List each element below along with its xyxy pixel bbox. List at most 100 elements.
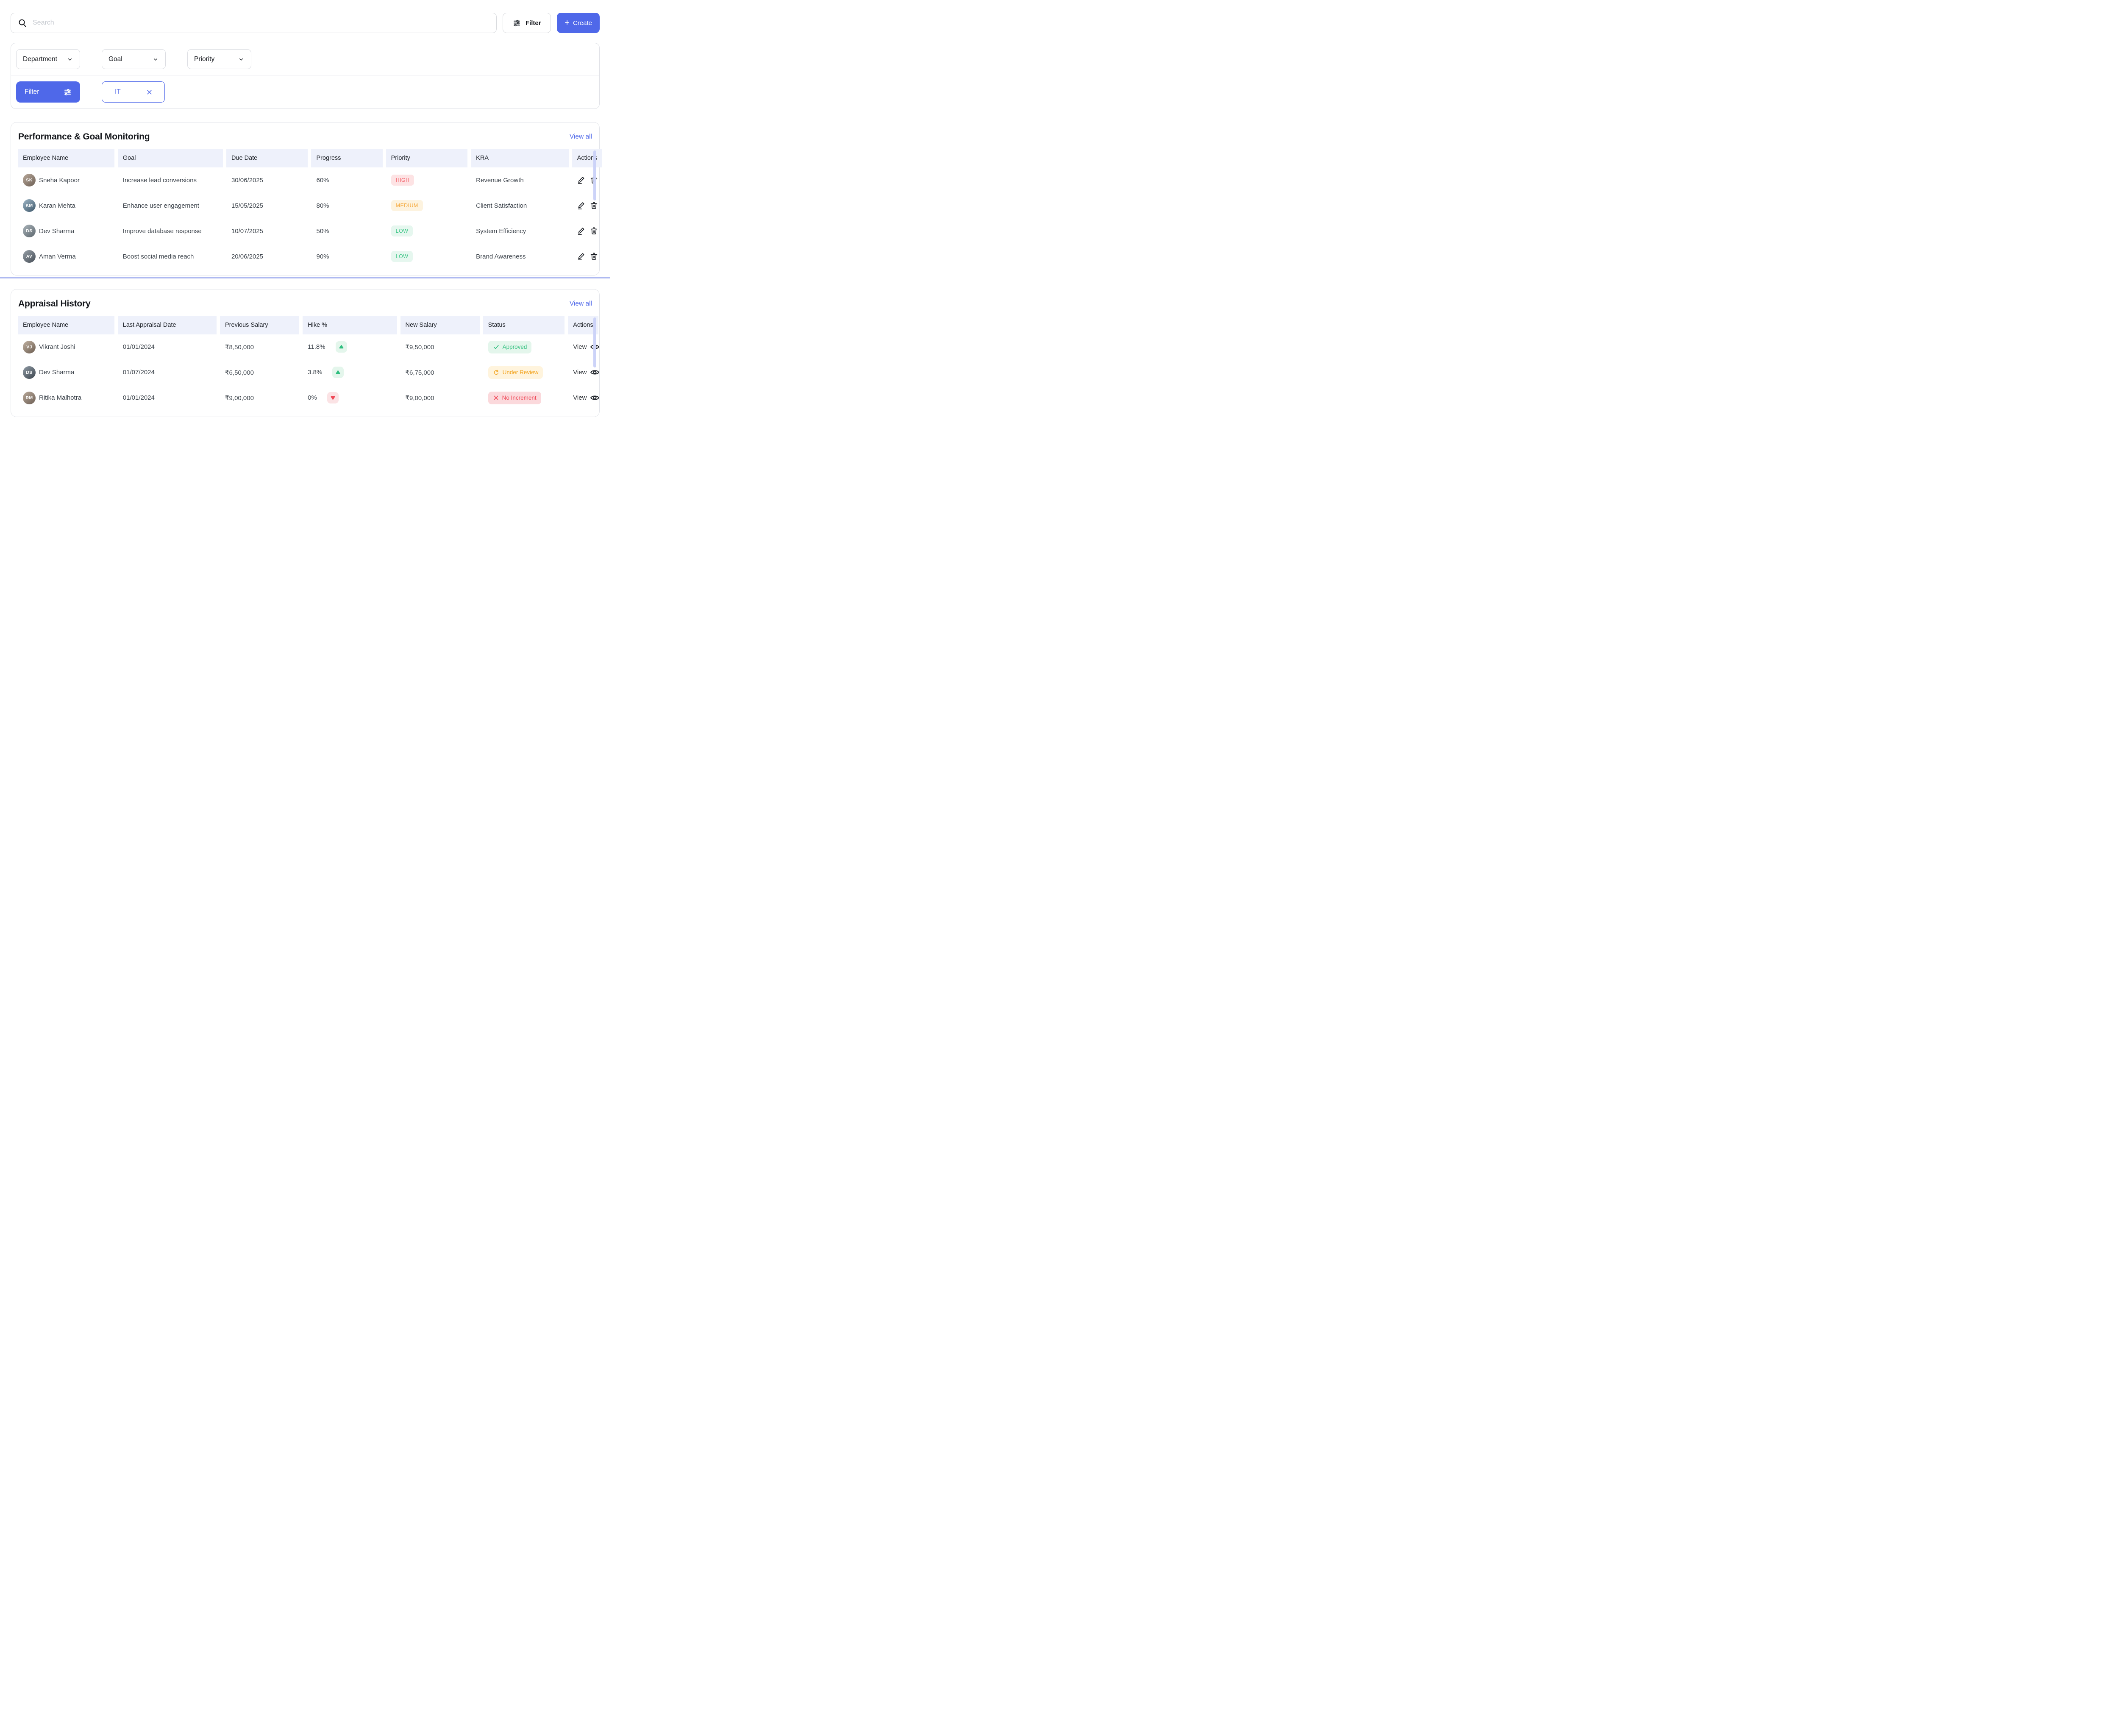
table-row: DS Dev Sharma 01/07/2024 ₹6,50,000 3.8% ₹6,75… (18, 360, 600, 385)
filter-dropdown-goal[interactable]: Goal (102, 49, 166, 69)
progress-value: 60% (316, 176, 329, 184)
view-all-link[interactable]: View all (569, 133, 592, 140)
column-header: Last Appraisal Date (117, 315, 217, 334)
apply-filter-button[interactable]: Filter (16, 81, 80, 103)
employee-name: Sneha Kapoor (39, 176, 80, 184)
trend-down-icon (330, 395, 336, 401)
column-header: Previous Salary (220, 315, 300, 334)
create-button-label: Create (573, 19, 592, 27)
appraisal-date: 01/01/2024 (122, 343, 155, 351)
previous-salary-cell: ₹6,50,000 (220, 369, 299, 376)
table-row: SK Sneha Kapoor Increase lead conversions 3… (18, 167, 597, 193)
priority-cell: HIGH (386, 175, 468, 186)
view-link[interactable]: View (573, 343, 587, 351)
table-row: RM Ritika Malhotra 01/01/2024 ₹9,00,000 0% ₹9… (18, 385, 600, 411)
due-date: 10/07/2025 (231, 227, 264, 235)
page-title: Performance & Goal Monitoring (18, 132, 150, 142)
previous-salary-cell: ₹9,00,000 (220, 394, 299, 402)
due-date-cell: 20/06/2025 (226, 253, 308, 260)
progress-cell: 60% (311, 177, 382, 184)
create-button[interactable]: + Create (557, 13, 600, 33)
employee-cell: DS Dev Sharma (18, 366, 114, 379)
avatar: VJ (23, 340, 36, 353)
actions-cell (572, 201, 603, 210)
filters-panel: Department Goal Priority Filter IT (11, 43, 600, 109)
avatar: DS (23, 225, 36, 237)
employee-cell: SK Sneha Kapoor (18, 174, 114, 186)
eye-icon[interactable] (590, 367, 600, 377)
search-input[interactable] (33, 19, 490, 27)
priority-badge: LOW (391, 251, 413, 262)
kra-cell: Brand Awareness (471, 253, 569, 260)
column-header: Priority (386, 149, 468, 167)
goal-cell: Enhance user engagement (118, 202, 223, 209)
scrollbar[interactable] (593, 317, 596, 367)
filter-button-label: Filter (525, 19, 541, 27)
table-row: VJ Vikrant Joshi 01/01/2024 ₹8,50,000 11.8% ₹… (18, 334, 600, 360)
column-header: Progress (311, 149, 383, 167)
edit-icon[interactable] (577, 227, 586, 236)
chevron-down-icon (67, 56, 73, 63)
priority-badge: MEDIUM (391, 200, 423, 211)
employee-name: Dev Sharma (39, 369, 75, 376)
active-filter-chip-label: IT (115, 88, 121, 95)
dropdown-label: Priority (194, 55, 215, 63)
priority-cell: LOW (386, 225, 468, 236)
employee-cell: RM Ritika Malhotra (18, 391, 114, 404)
sliders-icon (513, 19, 521, 27)
status-cell: Approved (483, 340, 565, 353)
avatar: RM (23, 391, 36, 404)
scrollbar[interactable] (593, 150, 596, 200)
performance-table: Employee Name Goal Due Date Progress Priorit… (18, 149, 603, 269)
progress-value: 80% (316, 202, 329, 209)
view-all-link[interactable]: View all (569, 300, 592, 307)
view-link[interactable]: View (573, 369, 587, 376)
due-date-cell: 10/07/2025 (226, 228, 308, 235)
delete-icon[interactable] (590, 252, 598, 261)
previous-salary: ₹8,50,000 (225, 343, 254, 351)
edit-icon[interactable] (577, 176, 586, 185)
eye-icon[interactable] (590, 393, 600, 403)
active-filter-chip[interactable]: IT (102, 81, 165, 103)
view-link[interactable]: View (573, 394, 587, 401)
employee-name: Dev Sharma (39, 227, 75, 235)
employee-name: Vikrant Joshi (39, 343, 75, 351)
search-box[interactable] (11, 13, 497, 33)
performance-section: Performance & Goal Monitoring View all E… (11, 122, 603, 275)
goal-text: Improve database response (122, 227, 202, 235)
goal-cell: Increase lead conversions (118, 177, 223, 184)
column-header: Hike % (303, 315, 397, 334)
avatar: KM (23, 199, 36, 212)
table-header-row: Employee Name Last Appraisal Date Previous… (18, 315, 598, 334)
hike-value: 11.8% (308, 343, 325, 351)
filter-dropdown-priority[interactable]: Priority (187, 49, 251, 69)
due-date: 15/05/2025 (231, 202, 264, 209)
sliders-icon (64, 88, 72, 96)
hike-trend-chip (332, 367, 344, 378)
edit-icon[interactable] (577, 201, 586, 210)
new-salary-cell: ₹6,75,000 (400, 369, 480, 376)
kra-text: Client Satisfaction (476, 202, 527, 209)
filter-dropdown-department[interactable]: Department (16, 49, 80, 69)
delete-icon[interactable] (590, 227, 598, 236)
check-icon (493, 344, 500, 351)
priority-cell: LOW (386, 251, 468, 262)
avatar: AV (23, 250, 36, 263)
column-header: Actions (572, 149, 603, 167)
status-cell: Under Review (483, 366, 565, 379)
previous-salary: ₹9,00,000 (225, 394, 254, 402)
refresh-icon (493, 369, 500, 376)
employee-cell: VJ Vikrant Joshi (18, 340, 114, 353)
close-icon[interactable] (146, 89, 153, 95)
kra-cell: System Efficiency (471, 228, 569, 235)
due-date: 20/06/2025 (231, 253, 264, 260)
column-header: Goal (117, 149, 223, 167)
kra-cell: Client Satisfaction (471, 202, 569, 209)
appraisal-section: Appraisal History View all Employee Name… (11, 289, 600, 417)
edit-icon[interactable] (577, 252, 586, 261)
filter-button[interactable]: Filter (503, 13, 551, 33)
appraisal-date: 01/07/2024 (122, 369, 155, 376)
delete-icon[interactable] (590, 201, 598, 210)
kra-text: Revenue Growth (476, 176, 524, 184)
column-header: Employee Name (18, 149, 114, 167)
